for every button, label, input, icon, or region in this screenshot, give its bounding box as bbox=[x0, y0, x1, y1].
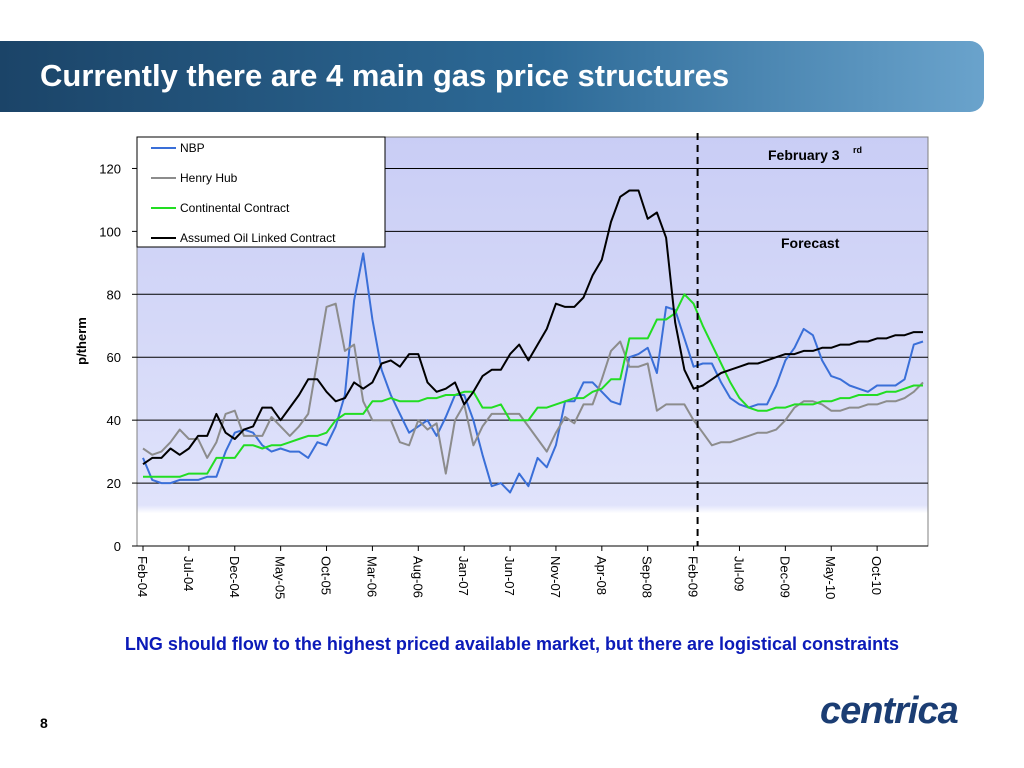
series-line-henry_hub bbox=[142, 302, 924, 475]
x-tick-label: Dec-04 bbox=[227, 556, 242, 598]
slide-caption: LNG should flow to the highest priced av… bbox=[124, 634, 900, 654]
date-annotation-sup: rd bbox=[853, 145, 862, 155]
y-tick-label: 60 bbox=[107, 350, 121, 365]
series-line-continental bbox=[143, 293, 923, 478]
x-tick-label: Nov-07 bbox=[548, 556, 563, 598]
x-tick-label: Jan-07 bbox=[456, 556, 471, 596]
date-annotation: February 3 bbox=[768, 147, 840, 163]
x-tick-label: May-05 bbox=[273, 556, 288, 599]
legend-label: Assumed Oil Linked Contract bbox=[180, 231, 336, 245]
title-bar bbox=[0, 41, 984, 112]
legend-label: Continental Contract bbox=[180, 201, 290, 215]
y-tick-label: 80 bbox=[107, 287, 121, 302]
legend-box bbox=[136, 136, 386, 248]
legend-label: Henry Hub bbox=[180, 171, 238, 185]
x-tick-label: Feb-04 bbox=[135, 556, 150, 597]
x-tick-label: Mar-06 bbox=[364, 556, 379, 597]
x-tick-label: Oct-10 bbox=[869, 556, 884, 595]
series-line-oil_linked bbox=[142, 189, 923, 466]
y-tick-label: 120 bbox=[99, 161, 121, 176]
x-tick-label: Sep-08 bbox=[640, 556, 655, 598]
x-tick-label: Feb-09 bbox=[686, 556, 701, 597]
x-tick-label: Aug-06 bbox=[410, 556, 425, 598]
x-tick-label: May-10 bbox=[823, 556, 838, 599]
y-tick-label: 0 bbox=[114, 539, 121, 554]
y-axis-label: p/therm bbox=[74, 317, 89, 365]
series-line-nbp bbox=[142, 252, 924, 494]
x-tick-label: Jul-04 bbox=[181, 556, 196, 591]
logo-text: centrica bbox=[820, 690, 959, 732]
x-tick-label: Jul-09 bbox=[731, 556, 746, 591]
slide-title: Currently there are 4 main gas price str… bbox=[40, 58, 730, 93]
forecast-label: Forecast bbox=[781, 235, 840, 251]
x-tick-label: Oct-05 bbox=[319, 556, 334, 595]
y-tick-label: 100 bbox=[99, 224, 121, 239]
x-tick-label: Dec-09 bbox=[777, 556, 792, 598]
legend-label: NBP bbox=[180, 141, 205, 155]
centrica-logo: centrica bbox=[820, 690, 959, 733]
page-number: 8 bbox=[40, 715, 48, 731]
y-tick-label: 20 bbox=[107, 476, 121, 491]
gas-price-chart: 0 20 40 60 80 100 120 p/therm Feb-04 Jul-04 Dec-04… bbox=[74, 133, 929, 599]
x-tick-label: Apr-08 bbox=[594, 556, 609, 595]
y-tick-label: 40 bbox=[107, 413, 121, 428]
x-tick-label: Jun-07 bbox=[502, 556, 517, 596]
